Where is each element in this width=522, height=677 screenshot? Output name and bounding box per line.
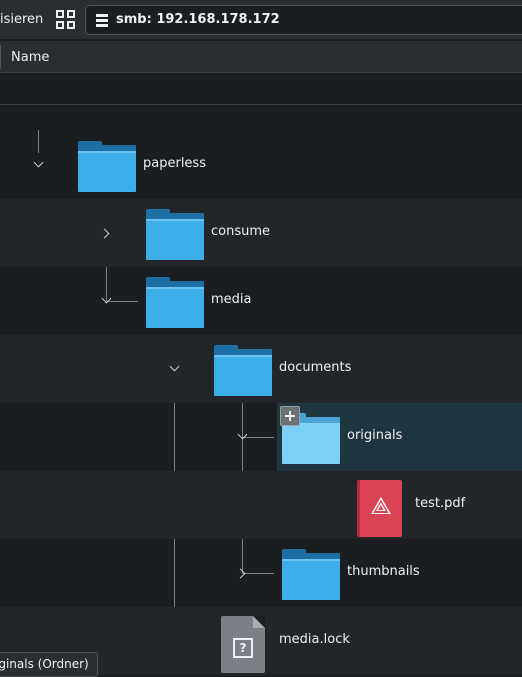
grid-icon[interactable]: [56, 10, 76, 30]
folder-icon: [214, 345, 272, 397]
folder-icon: [146, 209, 204, 261]
tree-row-consume[interactable]: consume: [0, 199, 522, 267]
item-name: documents: [279, 360, 352, 375]
chevron-down-icon[interactable]: [33, 157, 44, 168]
tree-top-spacer: [0, 73, 522, 105]
item-name: thumbnails: [347, 564, 420, 579]
toolbar: isieren smb: 192.168.178.172: [0, 0, 522, 40]
pdf-file-icon: ⟁: [357, 480, 402, 537]
item-name: paperless: [143, 156, 206, 171]
tree-row-thumbnails[interactable]: thumbnails: [0, 539, 522, 607]
chevron-right-icon[interactable]: [99, 228, 110, 239]
column-header: Name: [0, 41, 522, 73]
add-selection-icon[interactable]: [280, 406, 300, 426]
item-name: media.lock: [279, 632, 350, 647]
chevron-down-icon[interactable]: [101, 293, 112, 304]
organize-menu-label[interactable]: isieren: [0, 12, 44, 27]
folder-icon: [146, 277, 204, 329]
item-name: media: [211, 292, 252, 307]
address-bar[interactable]: smb: 192.168.178.172: [85, 5, 522, 35]
tree-row-documents[interactable]: documents: [0, 335, 522, 403]
column-header-name[interactable]: Name: [11, 50, 50, 65]
item-name: test.pdf: [415, 496, 466, 511]
tree-row-media[interactable]: media: [0, 267, 522, 335]
address-text[interactable]: smb: 192.168.178.172: [116, 12, 280, 27]
folder-icon: [282, 413, 340, 465]
chevron-down-icon[interactable]: [237, 429, 248, 440]
tree-row-originals[interactable]: originals: [0, 403, 522, 471]
chevron-right-icon[interactable]: [235, 568, 246, 579]
tooltip-text: iginals (Ordner): [0, 657, 89, 671]
tree-row-paperless[interactable]: paperless: [0, 131, 522, 199]
folder-icon: [78, 141, 136, 193]
chevron-down-icon[interactable]: [169, 361, 180, 372]
file-tree: paperless consume media documents origin…: [0, 73, 522, 677]
tree-row-test-pdf[interactable]: ⟁ test.pdf: [0, 471, 522, 539]
item-tooltip: iginals (Ordner): [0, 652, 98, 677]
unknown-file-icon: ?: [221, 616, 265, 673]
column-divider[interactable]: [0, 45, 1, 69]
folder-icon: [282, 549, 340, 601]
item-name: originals: [347, 428, 403, 443]
item-name: consume: [211, 224, 271, 239]
server-icon: [96, 14, 108, 27]
